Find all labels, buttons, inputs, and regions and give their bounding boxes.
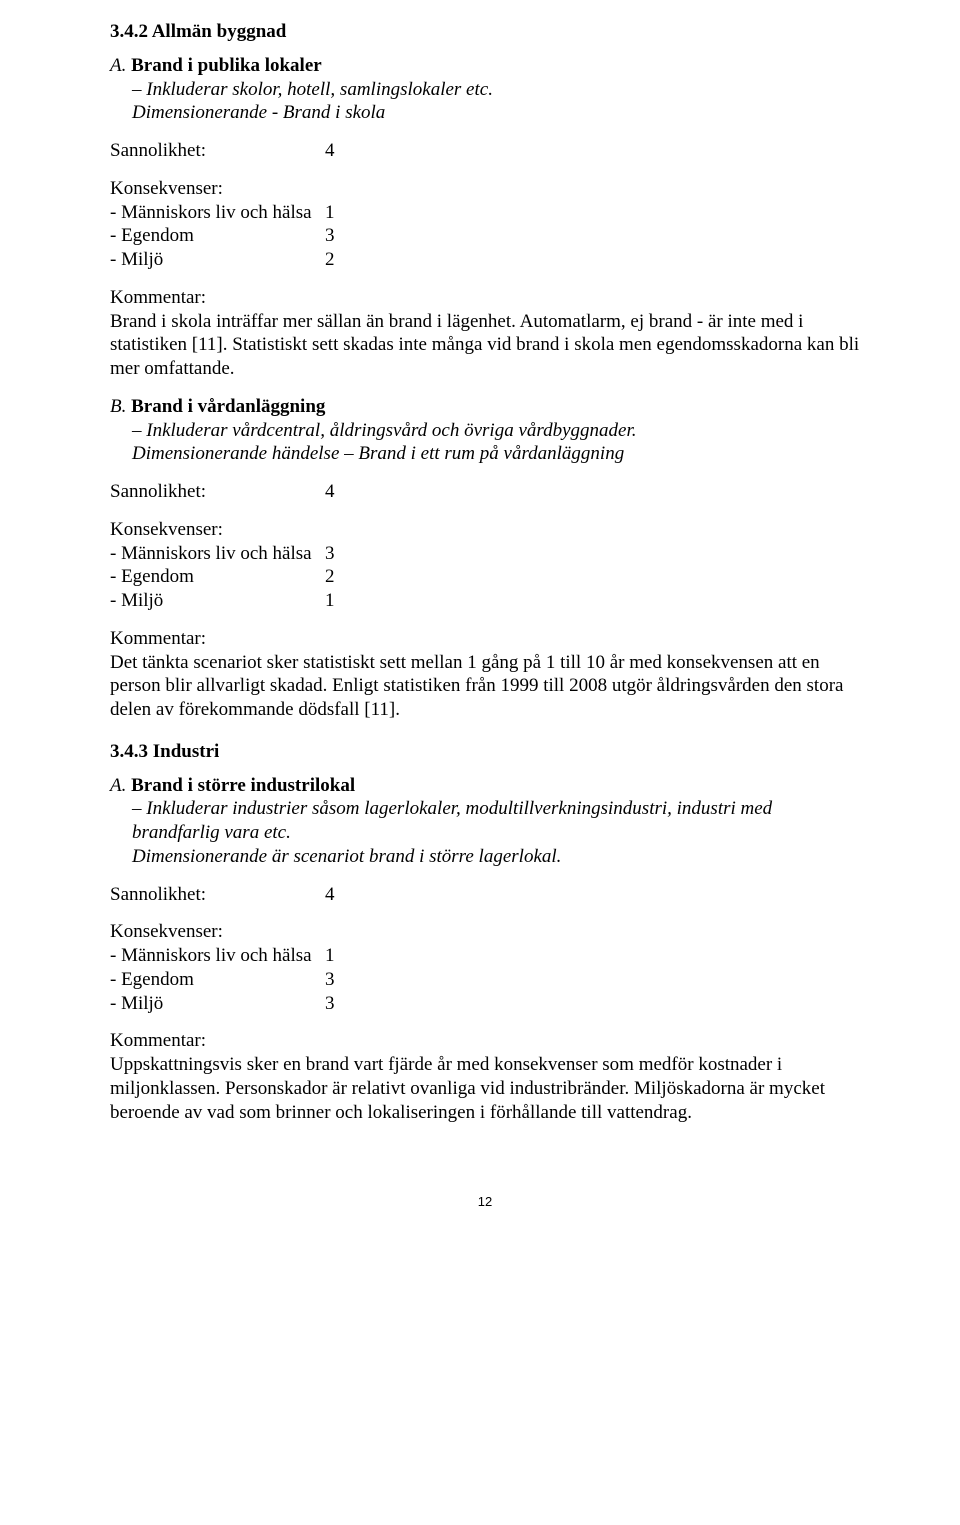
section-heading-343: 3.4.3 Industri: [110, 740, 860, 764]
k2-value: 2: [325, 565, 335, 589]
section-heading-342: 3.4.2 Allmän byggnad: [110, 20, 860, 44]
item-a-sannolikhet: Sannolikhet: 4: [110, 139, 860, 163]
item-b-title: B. Brand i vårdanläggning: [110, 395, 860, 419]
item-343a-kommentar-text: Uppskattningsvis sker en brand vart fjär…: [110, 1053, 860, 1124]
k2-value: 3: [325, 224, 335, 248]
item-b-kommentar-text: Det tänkta scenariot sker statistiskt se…: [110, 651, 860, 722]
page-number: 12: [110, 1194, 860, 1210]
item-a-kommentar-text: Brand i skola inträffar mer sällan än br…: [110, 310, 860, 381]
k2-value: 3: [325, 968, 335, 992]
k2-label: - Egendom: [110, 565, 325, 589]
k3-label: - Miljö: [110, 248, 325, 272]
item-a-desc-2: Dimensionerande - Brand i skola: [132, 101, 860, 125]
item-a-lead: A.: [110, 55, 126, 76]
item-b-sannolikhet: Sannolikhet: 4: [110, 480, 860, 504]
k1-value: 1: [325, 201, 335, 225]
item-b-kommentar-label: Kommentar:: [110, 627, 860, 651]
konsekvenser-label: Konsekvenser:: [110, 518, 325, 542]
item-b-desc-2: Dimensionerande händelse – Brand i ett r…: [132, 442, 860, 466]
k3-value: 1: [325, 589, 335, 613]
item-343a-desc-2: Dimensionerande är scenariot brand i stö…: [132, 845, 860, 869]
sannolikhet-value: 4: [325, 480, 335, 504]
sannolikhet-value: 4: [325, 139, 335, 163]
sannolikhet-label: Sannolikhet:: [110, 480, 325, 504]
k3-value: 2: [325, 248, 335, 272]
k3-label: - Miljö: [110, 992, 325, 1016]
k2-label: - Egendom: [110, 968, 325, 992]
konsekvenser-label: Konsekvenser:: [110, 920, 325, 944]
item-a-title: A. Brand i publika lokaler: [110, 54, 860, 78]
k1-label: - Människors liv och hälsa: [110, 201, 325, 225]
k3-label: - Miljö: [110, 589, 325, 613]
item-343a-desc-1: – Inkluderar industrier såsom lagerlokal…: [132, 797, 860, 845]
item-343a-desc: – Inkluderar industrier såsom lagerlokal…: [132, 797, 860, 868]
sannolikhet-value: 4: [325, 883, 335, 907]
item-343a-sannolikhet: Sannolikhet: 4: [110, 883, 860, 907]
item-b-konsekvenser: Konsekvenser: - Människors liv och hälsa…: [110, 518, 860, 613]
item-343a-lead: A.: [110, 775, 126, 796]
sannolikhet-label: Sannolikhet:: [110, 139, 325, 163]
k1-value: 3: [325, 542, 335, 566]
item-b-desc: – Inkluderar vårdcentral, åldringsvård o…: [132, 419, 860, 467]
item-343a-konsekvenser: Konsekvenser: - Människors liv och hälsa…: [110, 920, 860, 1015]
item-b-lead: B.: [110, 396, 126, 417]
item-a-desc-1: – Inkluderar skolor, hotell, samlingslok…: [132, 78, 860, 102]
item-343a-kommentar-label: Kommentar:: [110, 1029, 860, 1053]
konsekvenser-label: Konsekvenser:: [110, 177, 325, 201]
item-a-desc: – Inkluderar skolor, hotell, samlingslok…: [132, 78, 860, 126]
item-a-kommentar-label: Kommentar:: [110, 286, 860, 310]
item-b-name: Brand i vårdanläggning: [131, 396, 325, 417]
item-a-konsekvenser: Konsekvenser: - Människors liv och hälsa…: [110, 177, 860, 272]
k2-label: - Egendom: [110, 224, 325, 248]
k1-label: - Människors liv och hälsa: [110, 542, 325, 566]
k3-value: 3: [325, 992, 335, 1016]
item-a-name: Brand i publika lokaler: [131, 55, 322, 76]
sannolikhet-label: Sannolikhet:: [110, 883, 325, 907]
item-343a-name: Brand i större industrilokal: [131, 775, 355, 796]
item-b-desc-1: – Inkluderar vårdcentral, åldringsvård o…: [132, 419, 860, 443]
k1-value: 1: [325, 944, 335, 968]
k1-label: - Människors liv och hälsa: [110, 944, 325, 968]
item-343a-title: A. Brand i större industrilokal: [110, 774, 860, 798]
